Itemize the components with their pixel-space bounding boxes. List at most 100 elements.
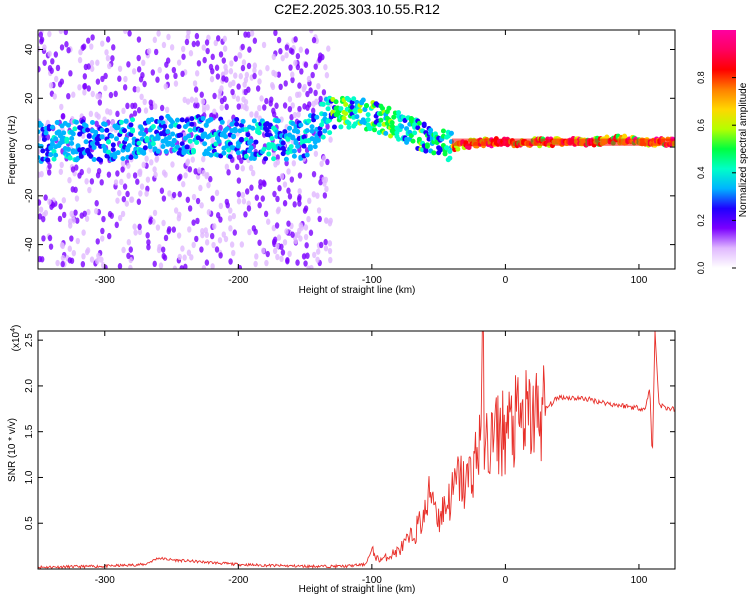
snr-scale-label: (x104) <box>10 325 22 352</box>
heatmap-cell <box>250 169 256 177</box>
heatmap-cell <box>198 127 204 133</box>
heatmap-cell <box>161 41 167 49</box>
heatmap-cell <box>301 134 307 140</box>
heatmap-cell <box>333 99 339 105</box>
heatmap-cell <box>246 31 251 38</box>
heatmap-cell <box>189 116 195 122</box>
heatmap-cell <box>164 106 170 114</box>
heatmap-cell <box>74 195 80 202</box>
heatmap-cell <box>187 226 192 233</box>
heatmap-cell <box>125 147 131 153</box>
heatmap-cell <box>285 258 290 265</box>
heatmap-cell <box>341 115 347 121</box>
heatmap-cell <box>290 134 296 140</box>
heatmap-cell <box>415 125 421 131</box>
heatmap-cell <box>61 211 67 219</box>
heatmap-cell <box>404 139 410 145</box>
heatmap-cell <box>243 76 249 84</box>
heatmap-cell <box>223 235 229 243</box>
heatmap-cell <box>287 193 293 200</box>
heatmap-cell <box>228 68 234 75</box>
heatmap-cell <box>201 107 207 114</box>
heatmap-cell <box>257 239 262 246</box>
heatmap-cell <box>311 36 317 44</box>
heatmap-cell <box>96 167 102 175</box>
heatmap-cell <box>180 245 185 252</box>
snr-scale-prefix: (x10 <box>11 331 22 351</box>
heatmap-cell <box>215 73 221 80</box>
heatmap-cell <box>94 200 99 207</box>
heatmap-cell <box>52 93 57 100</box>
heatmap-cell <box>126 61 131 68</box>
heatmap-cell <box>145 232 150 239</box>
heatmap-cell <box>153 103 158 110</box>
spectrogram-heatmap <box>38 30 675 269</box>
heatmap-cell <box>325 158 330 166</box>
heatmap-cell <box>261 41 267 49</box>
heatmap-cell <box>293 59 298 67</box>
heatmap-cell <box>210 195 215 202</box>
heatmap-cell <box>107 210 113 218</box>
heatmap-cell <box>106 171 112 178</box>
heatmap-cell <box>198 184 203 192</box>
y-tick-label: -20 <box>24 188 35 203</box>
heatmap-cell <box>60 242 65 250</box>
heatmap-cell <box>416 120 422 126</box>
heatmap-cell <box>252 37 258 44</box>
heatmap-cell <box>227 215 233 222</box>
heatmap-cell <box>225 202 230 209</box>
heatmap-cell <box>277 185 282 192</box>
heatmap-cell <box>38 129 41 135</box>
heatmap-cell <box>217 88 223 95</box>
heatmap-cell <box>144 155 149 162</box>
snr-y-axis: 0.5 1.0 1.5 2.0 2.5 <box>24 333 675 530</box>
heatmap-cell <box>254 253 259 260</box>
heatmap-cell <box>273 71 278 78</box>
heatmap-cell <box>170 161 175 168</box>
heatmap-cell <box>82 89 87 96</box>
heatmap-cell <box>47 50 52 57</box>
heatmap-cell <box>214 189 220 197</box>
heatmap-cell <box>240 165 245 172</box>
heatmap-cell <box>293 36 298 43</box>
heatmap-cell <box>47 198 52 206</box>
heatmap-cell <box>73 119 79 125</box>
heatmap-cell <box>38 122 44 128</box>
heatmap-cell <box>139 93 144 101</box>
heatmap-cell <box>248 164 254 172</box>
heatmap-cell <box>120 166 125 173</box>
heatmap-cell <box>312 251 317 259</box>
heatmap-cell <box>232 229 237 236</box>
heatmap-cell <box>269 96 274 103</box>
heatmap-cell <box>122 183 128 190</box>
heatmap-cell <box>297 105 302 113</box>
heatmap-cell <box>315 137 321 143</box>
heatmap-cell <box>307 146 313 152</box>
heatmap-cell <box>136 36 142 43</box>
heatmap-cell <box>78 48 83 56</box>
heatmap-cell <box>199 202 204 209</box>
heatmap-cell <box>187 205 193 212</box>
heatmap-cell <box>127 30 132 37</box>
heatmap-cell <box>158 115 164 121</box>
heatmap-cell <box>49 67 54 74</box>
heatmap-cell <box>71 249 77 257</box>
heatmap-cell <box>93 207 99 215</box>
heatmap-cell <box>271 238 277 246</box>
heatmap-cell <box>351 96 357 102</box>
heatmap-cell <box>97 99 103 106</box>
heatmap-cell <box>96 252 101 259</box>
heatmap-cell <box>328 136 333 143</box>
heatmap-cell <box>287 96 293 103</box>
x-tick-label: -300 <box>95 575 115 586</box>
heatmap-cell <box>193 102 198 109</box>
heatmap-cell <box>298 122 304 128</box>
heatmap-cell <box>278 83 283 91</box>
heatmap-cell <box>61 130 67 136</box>
heatmap-cell <box>47 169 52 176</box>
heatmap-cell <box>211 241 216 249</box>
heatmap-cell <box>291 160 297 167</box>
heatmap-cell <box>105 36 111 43</box>
heatmap-cell <box>295 128 301 134</box>
